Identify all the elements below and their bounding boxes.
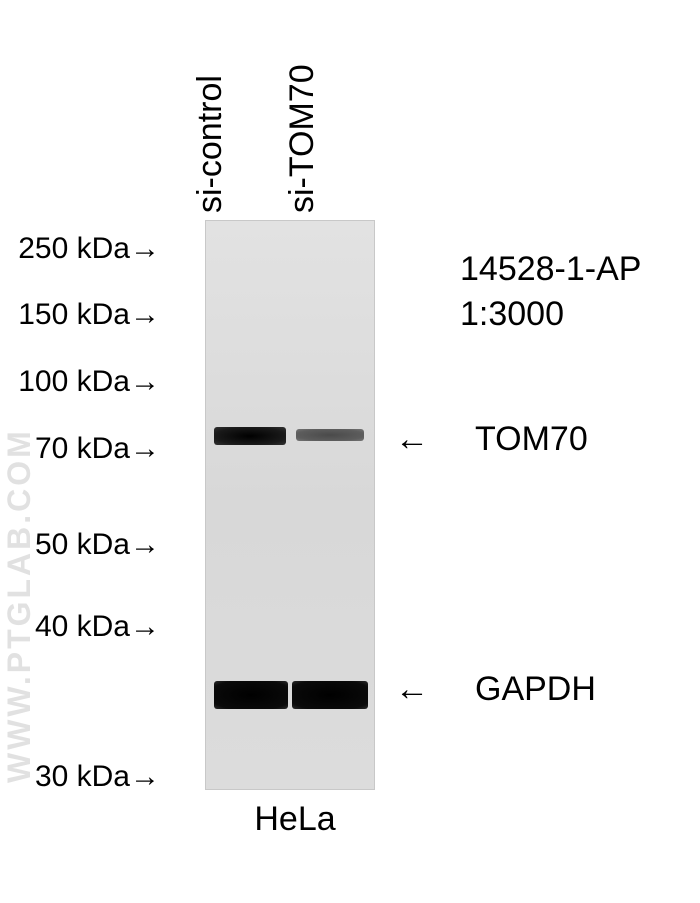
arrow-left-gapdh-icon: ←: [395, 670, 445, 709]
band-gapdh-control: [214, 681, 288, 709]
marker-250: 250 kDa→: [0, 232, 160, 266]
marker-30: 30 kDa→: [0, 760, 160, 794]
band-tom70-knockdown: [296, 429, 364, 441]
dilution-label: 1:3000: [460, 295, 564, 334]
arrow-right-icon: →: [130, 760, 160, 793]
arrow-right-icon: →: [130, 610, 160, 643]
arrow-right-icon: →: [130, 365, 160, 398]
marker-100: 100 kDa→: [0, 365, 160, 399]
watermark: WWW.PTGLAB.COM: [1, 428, 38, 783]
antibody-id-label: 14528-1-AP: [460, 250, 641, 289]
arrow-right-icon: →: [130, 232, 160, 265]
arrow-right-icon: →: [130, 298, 160, 331]
figure-container: WWW.PTGLAB.COM si-control si-TOM70 250 k…: [0, 0, 700, 903]
gapdh-label: GAPDH: [475, 670, 596, 709]
marker-70: 70 kDa→: [0, 432, 160, 466]
arrow-right-icon: →: [130, 432, 160, 465]
marker-50: 50 kDa→: [0, 528, 160, 562]
band-gapdh-knockdown: [292, 681, 368, 709]
lane-label-sikd: si-TOM70: [283, 64, 322, 213]
band-tom70-control: [214, 427, 286, 445]
arrow-left-tom70-icon: ←: [395, 420, 445, 459]
blot-membrane: [205, 220, 375, 790]
marker-150: 150 kDa→: [0, 298, 160, 332]
cell-line-label: HeLa: [245, 800, 345, 839]
arrow-right-icon: →: [130, 528, 160, 561]
marker-40: 40 kDa→: [0, 610, 160, 644]
tom70-label: TOM70: [475, 420, 588, 459]
lane-label-control: si-control: [191, 75, 230, 213]
